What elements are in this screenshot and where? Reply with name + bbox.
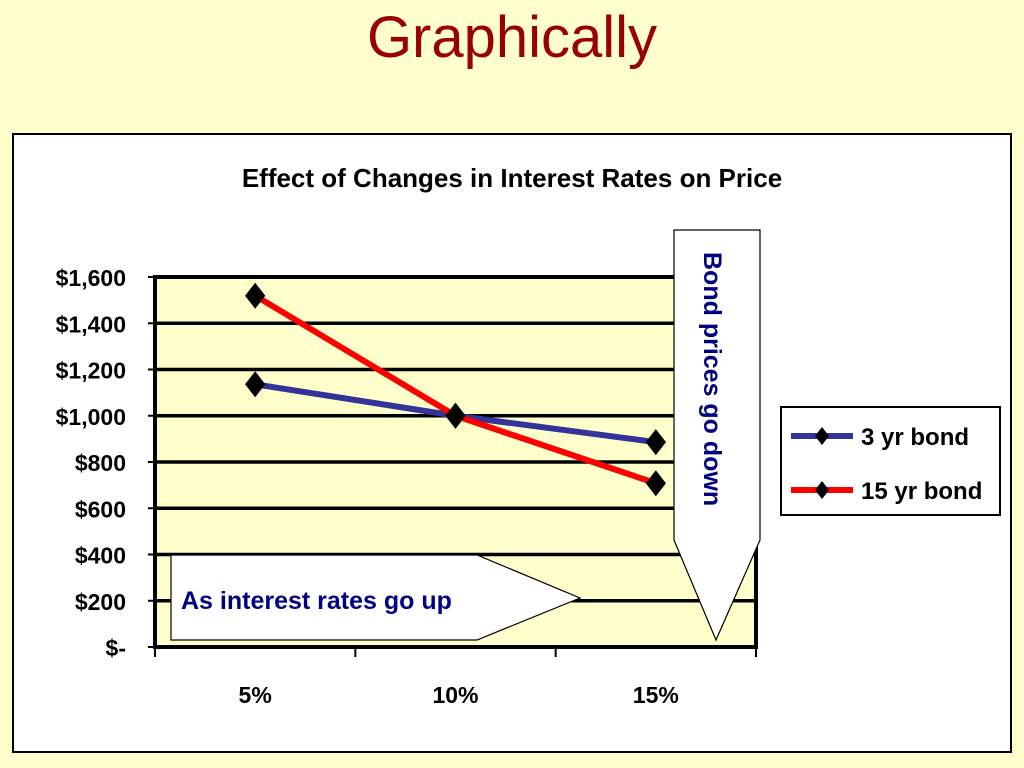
y-tick-label: $1,200 xyxy=(56,358,126,384)
y-tick-label: $600 xyxy=(75,496,126,522)
prices-down-arrow-shape xyxy=(673,229,761,642)
legend-marker xyxy=(814,481,830,499)
prices-down-callout-text: Bond prices go down xyxy=(698,252,726,506)
legend-entries: 3 yr bond 15 yr bond xyxy=(791,424,982,505)
legend-label: 3 yr bond xyxy=(861,424,969,451)
y-tick-label: $1,600 xyxy=(56,265,126,291)
legend-label: 15 yr bond xyxy=(861,478,982,505)
x-tick-label: 15% xyxy=(633,682,679,708)
data-point-marker xyxy=(245,282,266,309)
data-point-marker xyxy=(445,402,466,429)
slide-title: Graphically xyxy=(366,5,658,70)
y-tick-label: $400 xyxy=(75,543,126,569)
series-lines xyxy=(245,282,666,497)
legend-marker xyxy=(814,427,830,445)
rates-up-arrow-shape xyxy=(170,554,582,641)
y-tick-label: $1,400 xyxy=(56,311,126,337)
rates-up-callout: As interest rates go up xyxy=(170,554,582,641)
data-point-marker xyxy=(245,371,266,398)
data-point-marker xyxy=(645,470,666,497)
y-tick-label: $200 xyxy=(75,589,126,615)
prices-down-callout: Bond prices go down xyxy=(673,229,761,642)
x-tick-label: 5% xyxy=(239,682,272,708)
legend-box xyxy=(780,406,1001,516)
y-tick-label: $1,000 xyxy=(56,404,126,430)
chart-title: Effect of Changes in Interest Rates on P… xyxy=(242,163,782,193)
axes: $- $200 $400 $600 $800 $1,000 $1,200 $1,400 $1,6… xyxy=(56,265,757,708)
y-tick-label: $- xyxy=(106,635,126,661)
x-tick-label: 10% xyxy=(432,682,478,708)
rates-up-callout-text: As interest rates go up xyxy=(181,587,452,615)
legend: 3 yr bond 15 yr bond xyxy=(780,406,1001,516)
data-point-marker xyxy=(645,429,666,456)
y-tick-label: $800 xyxy=(75,450,126,476)
